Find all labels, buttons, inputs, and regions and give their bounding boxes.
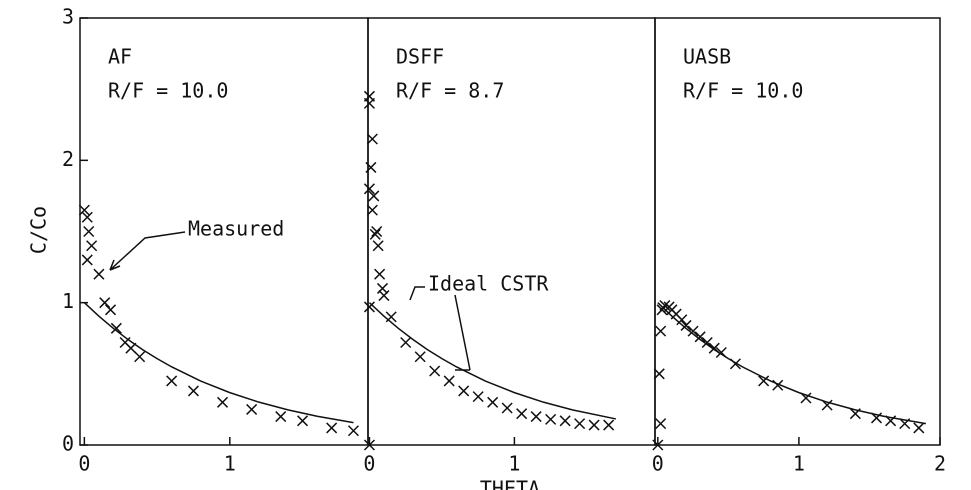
panel-subtitle: R/F = 10.0 (683, 79, 803, 103)
annotation: Ideal CSTR (428, 272, 549, 296)
x-tick-label: 0 (363, 452, 375, 476)
marker (694, 331, 706, 343)
panel-subtitle: R/F = 8.7 (396, 79, 504, 103)
annotation-arrow (109, 231, 186, 271)
marker (530, 411, 542, 423)
marker (800, 392, 812, 404)
marker (487, 396, 499, 408)
y-axis-label: C/Co (27, 206, 51, 254)
marker (99, 297, 111, 309)
marker (366, 133, 378, 145)
marker (105, 304, 117, 316)
marker (680, 319, 692, 331)
marker (652, 439, 664, 451)
marker (414, 351, 426, 363)
marker (246, 403, 258, 415)
annotation: Measured (188, 217, 284, 241)
panel-frame (654, 17, 941, 446)
marker (134, 351, 146, 363)
panel-title: AF (108, 45, 132, 69)
marker (588, 419, 600, 431)
marker (701, 336, 713, 349)
marker (166, 375, 178, 387)
marker (347, 425, 359, 437)
marker (93, 268, 105, 280)
marker (81, 254, 93, 266)
marker (372, 240, 384, 252)
y-tick-label: 3 (62, 5, 74, 29)
marker (655, 325, 667, 337)
marker (376, 282, 389, 294)
curve (368, 302, 617, 420)
marker (501, 402, 513, 414)
marker (363, 439, 375, 451)
x-tick-label: 1 (224, 452, 236, 476)
marker (758, 375, 770, 387)
marker (472, 391, 484, 403)
marker (110, 322, 122, 334)
marker (86, 240, 98, 252)
marker (516, 408, 528, 420)
panel-title: DSFF (396, 45, 444, 69)
marker (687, 325, 699, 337)
marker (574, 418, 586, 430)
y-tick-label: 1 (62, 289, 74, 313)
marker (187, 385, 199, 397)
x-tick-label: 2 (934, 452, 946, 476)
curve (83, 302, 354, 424)
panel-title: UASB (683, 45, 731, 69)
marker (371, 225, 383, 238)
marker (366, 204, 378, 216)
marker (326, 422, 338, 434)
marker (385, 311, 397, 323)
marker (81, 211, 93, 223)
x-tick-label: 1 (508, 452, 520, 476)
marker (275, 411, 287, 423)
marker (545, 413, 557, 425)
marker (400, 336, 412, 349)
marker (378, 290, 390, 302)
marker (559, 415, 571, 427)
x-tick-label: 0 (78, 452, 90, 476)
marker (363, 97, 375, 109)
marker (603, 419, 615, 431)
curve (657, 302, 927, 425)
marker (676, 314, 688, 326)
marker (369, 228, 381, 240)
marker (913, 422, 925, 434)
panel-subtitle: R/F = 10.0 (108, 79, 228, 103)
marker (78, 204, 90, 216)
marker (363, 183, 375, 195)
marker (655, 418, 667, 430)
marker (83, 225, 95, 238)
marker (217, 396, 229, 408)
marker (653, 368, 665, 380)
marker (374, 268, 386, 280)
y-tick-label: 0 (62, 432, 74, 456)
x-tick-label: 1 (793, 452, 805, 476)
x-tick-label: 0 (652, 452, 664, 476)
x-axis-label: THETA (480, 477, 540, 490)
marker (368, 190, 380, 202)
marker (429, 365, 441, 377)
marker (363, 301, 375, 313)
marker (297, 415, 309, 427)
marker (443, 375, 455, 387)
marker (365, 161, 377, 173)
marker (125, 342, 137, 354)
marker (458, 385, 470, 397)
y-tick-label: 2 (62, 147, 74, 171)
